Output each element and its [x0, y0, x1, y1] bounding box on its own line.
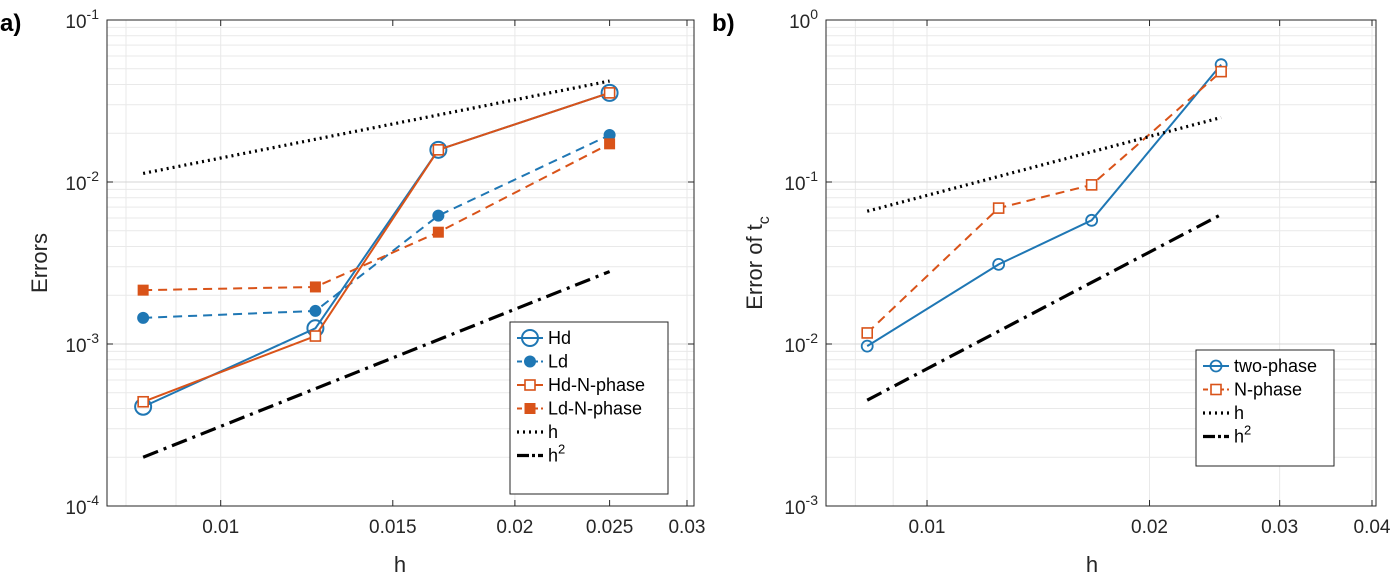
legend-label: h — [1234, 403, 1244, 423]
data-point — [429, 140, 448, 159]
data-point — [604, 138, 616, 150]
x-tick-label: 0.01 — [202, 517, 239, 538]
panel-b: b) 10-3 10-2 10-1 100 0.01 0.02 0.03 0.04 h Err… — [712, 6, 1390, 577]
plot-frame — [825, 19, 1377, 507]
y-axis-label-main: Error of t — [742, 224, 767, 310]
legend-label: h — [548, 422, 558, 442]
data-point — [1215, 65, 1227, 78]
legend-label: Ld — [548, 352, 568, 372]
series-layer — [134, 79, 619, 459]
legend-marker — [524, 379, 536, 391]
plot-frame — [106, 19, 695, 507]
data-point — [432, 209, 445, 222]
legend-marker — [524, 355, 536, 368]
y-tick-label: 10-3 — [65, 330, 99, 357]
y-tick-label: 10-1 — [65, 6, 99, 33]
y-axis-label-sub: c — [756, 216, 773, 224]
series-line-h-squared — [866, 213, 1222, 402]
series-line-n-phase — [866, 70, 1222, 334]
series-line-h — [866, 115, 1222, 213]
x-axis-label: h — [1086, 552, 1098, 577]
panel-a: a) 10-4 10-3 10-2 10-1 0.01 0.015 0.02 0.025 0.0… — [0, 6, 705, 577]
data-point — [432, 226, 444, 238]
data-point — [992, 257, 1006, 271]
y-tick-label: 10-4 — [65, 492, 99, 519]
data-point — [1085, 179, 1098, 191]
panel-label: a) — [0, 10, 21, 37]
legend-marker — [1210, 383, 1222, 396]
legend-label: h2 — [548, 442, 565, 466]
series-line-h-squared — [142, 270, 611, 459]
legend-label: Hd-N-phase — [548, 375, 645, 395]
x-tick-label: 0.02 — [1131, 517, 1168, 538]
data-point — [1085, 213, 1099, 227]
y-tick-label: 10-3 — [784, 492, 818, 519]
data-point — [137, 311, 150, 324]
panel-label: b) — [712, 10, 735, 37]
x-tick-label: 0.01 — [909, 517, 946, 538]
data-point — [992, 202, 1005, 214]
y-tick-label: 10-2 — [784, 330, 818, 357]
x-tick-label: 0.03 — [668, 517, 705, 538]
data-point — [309, 281, 321, 293]
legend-label: N-phase — [1234, 380, 1302, 400]
ticks: 10-4 10-3 10-2 10-1 0.01 0.015 0.02 0.025 0.03 — [65, 6, 705, 538]
data-point — [309, 330, 322, 342]
y-tick-label: 100 — [789, 6, 818, 33]
legend: two-phase N-phase hh2 — [1195, 349, 1335, 467]
legend-marker — [524, 403, 536, 414]
series-line-two-phase — [866, 64, 1222, 347]
x-tick-label: 0.03 — [1261, 517, 1298, 538]
x-tick-label: 0.025 — [586, 517, 634, 538]
data-point — [861, 327, 874, 339]
x-tick-label: 0.02 — [496, 517, 533, 538]
data-point — [309, 304, 322, 317]
legend-label: Ld-N-phase — [548, 399, 642, 419]
grid — [107, 19, 694, 507]
y-axis-label: Errors — [27, 233, 52, 293]
series-line-ld — [143, 134, 611, 319]
y-tick-label: 10-1 — [784, 168, 818, 195]
data-point — [137, 284, 149, 296]
legend-label: h2 — [1234, 423, 1251, 447]
legend-marker — [1209, 359, 1223, 373]
x-tick-label: 0.015 — [369, 517, 417, 538]
series-line-hd-n-phase — [142, 91, 610, 403]
grid — [826, 19, 1376, 507]
legend-marker — [521, 329, 539, 347]
y-axis-label: Error of tc — [742, 216, 773, 310]
data-point — [432, 144, 445, 156]
series-line-h — [142, 79, 610, 175]
legend-label: two-phase — [1234, 356, 1317, 376]
data-point — [860, 339, 874, 353]
x-axis-label: h — [394, 552, 406, 577]
legend-label: Hd — [548, 328, 571, 348]
legend-box — [1195, 349, 1335, 467]
ticks: 10-3 10-2 10-1 100 0.01 0.02 0.03 0.04 — [784, 6, 1390, 538]
data-point — [603, 87, 616, 99]
series-layer — [860, 58, 1228, 402]
data-point — [600, 83, 619, 102]
legend: Hd Ld Hd-N-phase Ld-N-phase hh2 — [509, 321, 669, 495]
y-tick-label: 10-2 — [65, 168, 99, 195]
data-point — [137, 395, 149, 408]
x-tick-label: 0.04 — [1354, 517, 1390, 538]
